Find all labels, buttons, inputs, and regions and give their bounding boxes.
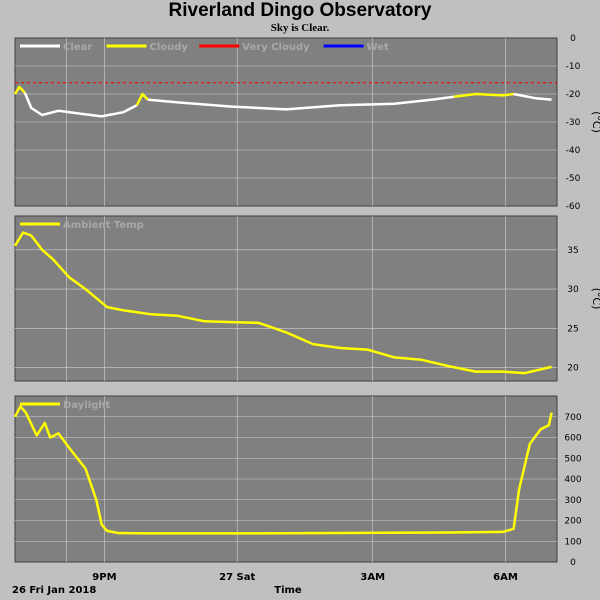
temperature-ytick-label: 30 bbox=[567, 285, 579, 295]
temperature-ytick-label: 25 bbox=[567, 324, 578, 334]
temperature-series-line bbox=[13, 231, 552, 375]
sky-unit-label: (°C) bbox=[590, 111, 600, 133]
legend-entry: Daylight bbox=[63, 400, 110, 411]
sky-ytick-label: -50 bbox=[566, 174, 581, 184]
temperature-panel: 35 30 25 20 (°C) Ambient Temp bbox=[13, 215, 600, 382]
sky-series-line bbox=[453, 92, 514, 99]
sky-series-line bbox=[13, 85, 26, 95]
sky-ytick-label: 0 bbox=[570, 34, 576, 44]
x-tick-label: 9PM bbox=[92, 572, 116, 583]
daylight-ytick-label: 0 bbox=[570, 558, 576, 568]
sky-ytick-label: -60 bbox=[566, 202, 581, 212]
temperature-unit-label: (°C) bbox=[590, 288, 600, 310]
x-tick-label: 3AM bbox=[360, 572, 385, 583]
temperature-plot-area bbox=[14, 215, 558, 382]
sky-series-line bbox=[147, 95, 455, 111]
legend-entry: Clear bbox=[63, 42, 92, 53]
x-tick-label: 27 Sat bbox=[219, 572, 255, 583]
daylight-ytick-label: 400 bbox=[564, 475, 581, 485]
daylight-series-line bbox=[13, 405, 553, 535]
sky-ytick-label: -40 bbox=[566, 146, 581, 156]
sky-series-line bbox=[135, 92, 149, 106]
sky-ytick-label: -10 bbox=[566, 62, 581, 72]
date-label: 26 Fri Jan 2018 bbox=[12, 585, 96, 596]
x-tick-label: 6AM bbox=[493, 572, 518, 583]
sky-ytick-label: -20 bbox=[566, 90, 581, 100]
daylight-ytick-label: 700 bbox=[564, 413, 581, 423]
temperature-ytick-label: 20 bbox=[567, 364, 579, 374]
legend-entry: Cloudy bbox=[150, 42, 189, 53]
sky-series-line bbox=[513, 92, 552, 101]
sky-panel: 0 -10 -20 -30 -40 -50 -60 (°C) Clear Cloudy Very C… bbox=[13, 34, 600, 212]
legend-entry: Very Cloudy bbox=[242, 42, 310, 53]
daylight-ytick-label: 300 bbox=[564, 496, 581, 506]
legend-entry: Ambient Temp bbox=[63, 220, 144, 231]
daylight-ytick-label: 200 bbox=[564, 517, 581, 527]
temperature-ytick-label: 35 bbox=[567, 246, 578, 256]
legend-entry: Wet bbox=[367, 42, 389, 53]
x-axis-label: Time bbox=[274, 585, 302, 596]
page-subtitle: Sky is Clear. bbox=[270, 22, 330, 34]
sky-ytick-label: -30 bbox=[566, 118, 581, 128]
daylight-ytick-label: 100 bbox=[564, 537, 581, 547]
daylight-ytick-label: 600 bbox=[564, 434, 581, 444]
daylight-ytick-label: 500 bbox=[564, 454, 581, 464]
sky-series-line bbox=[23, 92, 138, 118]
page-title: Riverland Dingo Observatory bbox=[168, 0, 432, 21]
daylight-panel: 700 600 500 400 300 200 100 0 Daylight 9PM 27 Sat 3… bbox=[12, 395, 582, 596]
